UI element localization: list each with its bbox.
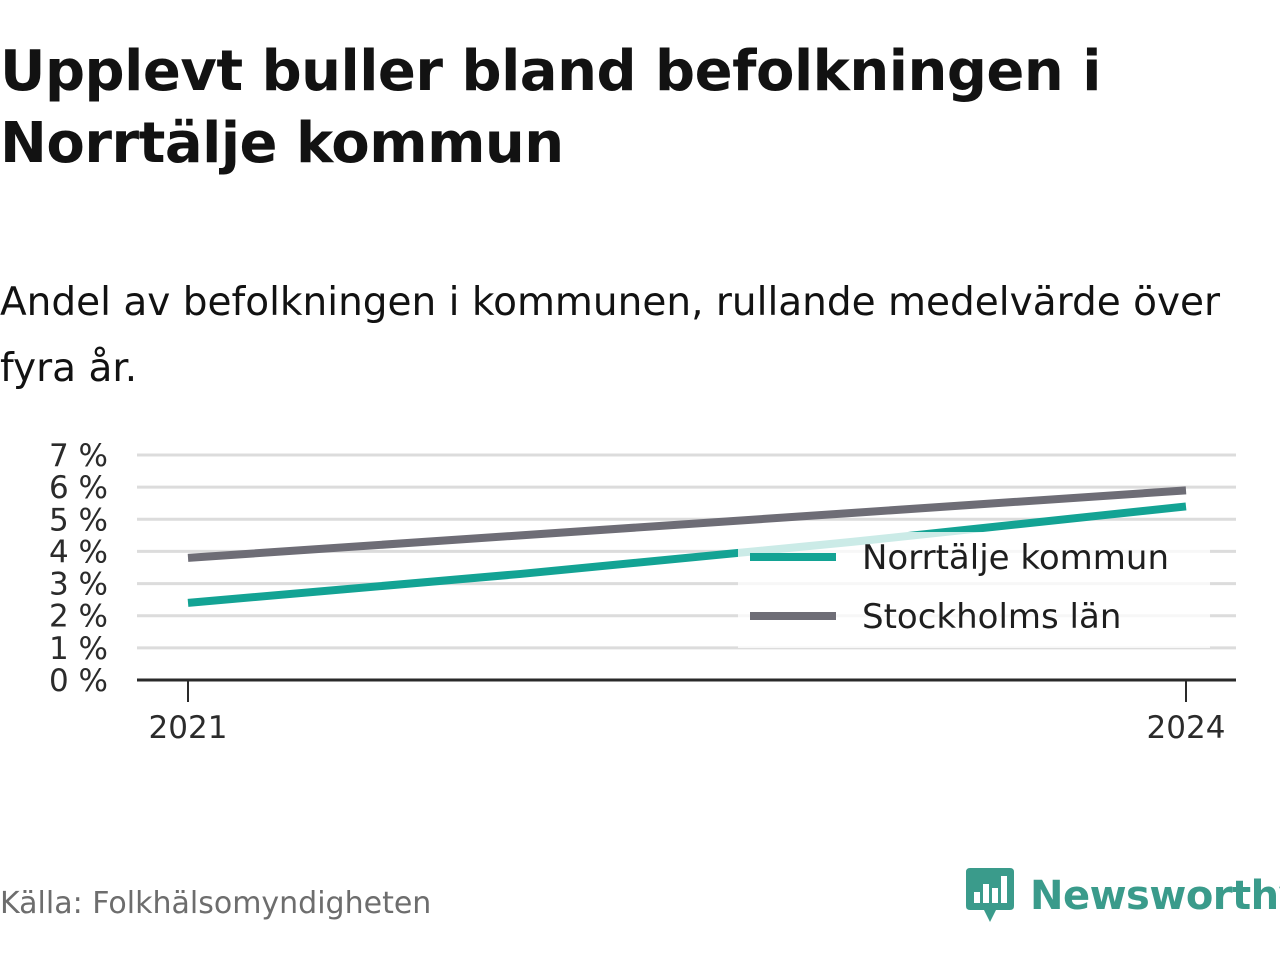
line-chart: 0 %1 %2 %3 %4 %5 %6 %7 % 2021 2024 Norrtälj… (49, 438, 1236, 746)
y-tick-label: 1 % (49, 631, 108, 667)
legend-background (738, 532, 1210, 648)
series-line-norrtalje (187, 502, 1187, 607)
x-tick-label: 2021 (149, 710, 228, 746)
chart-subtitle: Andel av befolkningen i kommunen, rullan… (0, 280, 1221, 391)
legend-label: Norrtälje kommun (862, 538, 1169, 578)
y-tick-label: 4 % (49, 534, 108, 570)
y-tick-label: 6 % (49, 470, 108, 506)
series-line-stockholm (187, 486, 1187, 562)
y-tick-label: 2 % (49, 599, 108, 635)
y-tick-label: 7 % (49, 438, 108, 474)
source-note: Källa: Folkhälsomyndigheten (0, 886, 432, 921)
y-tick-label: 3 % (49, 567, 108, 603)
newsworthy-logo-icon (966, 868, 1014, 922)
legend-label: Stockholms län (862, 597, 1121, 637)
x-tick-label: 2024 (1147, 710, 1226, 746)
y-tick-label: 5 % (49, 502, 108, 538)
brand-logo: Newsworthy (964, 864, 1280, 928)
y-tick-label: 0 % (49, 663, 108, 699)
chart-title: Upplevt buller bland befolkningen i Norr… (0, 39, 1101, 176)
brand-name: Newsworthy (1030, 873, 1280, 919)
